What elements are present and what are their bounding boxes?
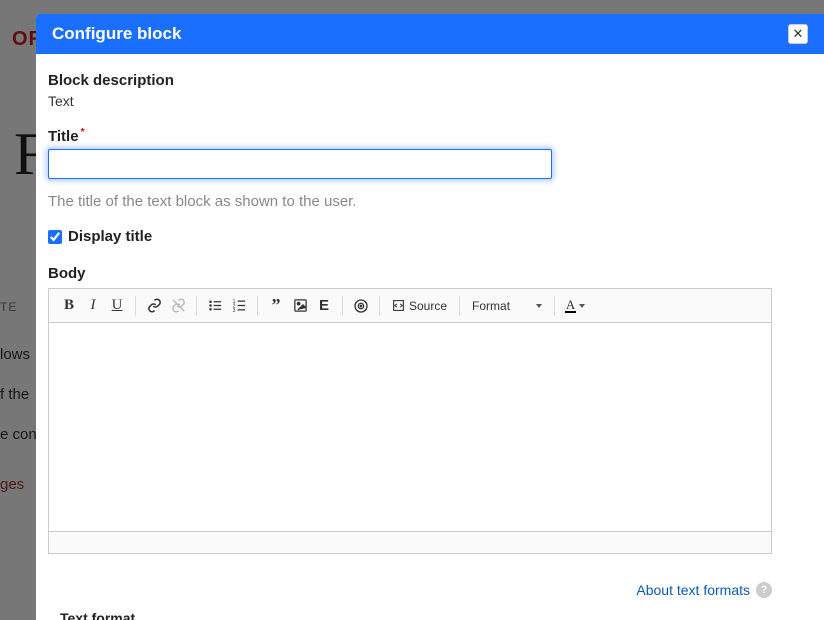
editor-footer: [49, 531, 771, 553]
display-title-row: Display title: [48, 228, 808, 245]
source-button[interactable]: Source: [386, 294, 453, 318]
toolbar-separator: [257, 296, 258, 316]
display-title-checkbox[interactable]: [48, 230, 62, 244]
chevron-down-icon: [536, 304, 542, 308]
help-icon[interactable]: ?: [756, 582, 772, 598]
numbered-list-button[interactable]: 123: [227, 294, 251, 318]
source-icon: [392, 299, 405, 312]
link-button[interactable]: [142, 294, 166, 318]
toolbar-separator: [342, 296, 343, 316]
about-text-formats-row: About text formats ?: [48, 582, 772, 598]
title-input[interactable]: [48, 149, 552, 179]
display-title-label[interactable]: Display title: [68, 228, 152, 245]
italic-button[interactable]: I: [81, 294, 105, 318]
image-button[interactable]: [288, 294, 312, 318]
editor-toolbar: B I U: [49, 289, 771, 323]
bullet-list-button[interactable]: [203, 294, 227, 318]
toolbar-separator: [459, 296, 460, 316]
close-button[interactable]: ✕: [788, 24, 808, 44]
bold-button[interactable]: B: [57, 294, 81, 318]
font-a-glyph: A: [566, 299, 575, 311]
source-label: Source: [409, 299, 447, 313]
title-help-text: The title of the text block as shown to …: [48, 193, 808, 210]
chevron-down-icon: [579, 304, 585, 308]
required-star: *: [81, 127, 85, 138]
body-label: Body: [48, 265, 808, 282]
title-label: Title*: [48, 127, 808, 145]
font-color-button[interactable]: A: [561, 294, 589, 318]
blockquote-button[interactable]: ”: [264, 294, 288, 318]
close-icon: ✕: [793, 26, 804, 42]
svg-text:3: 3: [232, 308, 235, 313]
text-format-section: Text format: [48, 600, 772, 620]
underline-button[interactable]: U: [105, 294, 129, 318]
toolbar-separator: [379, 296, 380, 316]
body-textarea[interactable]: [49, 323, 771, 526]
title-label-text: Title: [48, 128, 79, 145]
modal-header: Configure block ✕: [36, 14, 824, 54]
toolbar-separator: [554, 296, 555, 316]
modal-body: Block description Text Title* The title …: [36, 54, 824, 620]
format-label: Format: [472, 299, 510, 313]
about-text-formats-link[interactable]: About text formats: [636, 582, 750, 598]
text-format-label: Text format: [60, 610, 760, 620]
color-bar: [565, 311, 576, 313]
block-description-value: Text: [48, 93, 808, 109]
media-button[interactable]: [349, 294, 373, 318]
toolbar-separator: [196, 296, 197, 316]
block-description-label: Block description: [48, 72, 808, 89]
unlink-button: [166, 294, 190, 318]
format-dropdown[interactable]: Format: [466, 294, 548, 318]
configure-block-modal: Configure block ✕ Block description Text…: [36, 14, 824, 620]
toolbar-separator: [135, 296, 136, 316]
e-button[interactable]: E: [312, 294, 336, 318]
body-editor: B I U: [48, 288, 772, 554]
modal-title: Configure block: [52, 24, 181, 44]
